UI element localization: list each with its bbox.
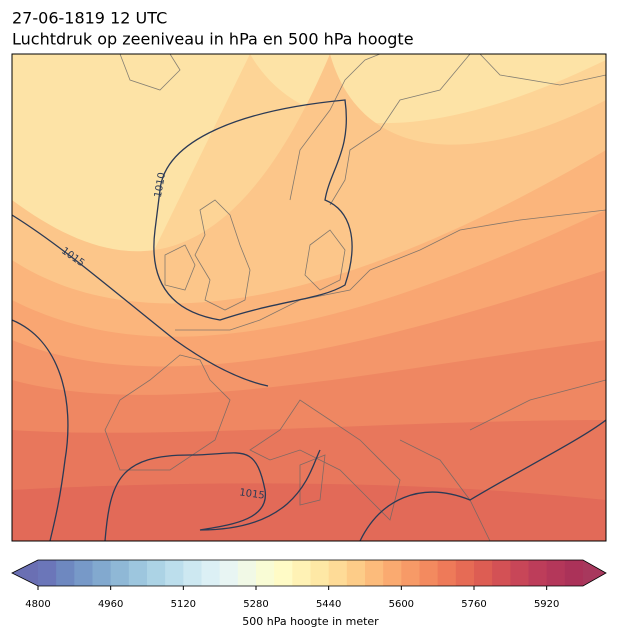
colorbar-swatch	[492, 560, 511, 586]
colorbar-tick-label: 5280	[243, 599, 268, 610]
isobar	[153, 99, 353, 321]
date-title: 27-06-1819 12 UTC	[12, 9, 167, 28]
colorbar-swatch	[401, 560, 420, 586]
colorbar-swatch	[219, 560, 239, 586]
colorbar-swatch	[437, 560, 457, 586]
colorbar-swatch	[183, 560, 202, 586]
colorbar-swatch	[274, 560, 293, 586]
colorbar-label: 500 hPa hoogte in meter	[242, 615, 379, 628]
colorbar-swatch	[528, 560, 548, 586]
isobar	[12, 319, 69, 541]
colorbar-swatch	[292, 560, 311, 586]
colorbar-swatch	[128, 560, 148, 586]
colorbar-swatch	[201, 560, 221, 586]
colorbar-outline	[11, 559, 607, 587]
colorbar-swatch	[564, 560, 584, 586]
colorbar-tick-label: 5600	[389, 599, 414, 610]
colorbar-swatch	[110, 560, 130, 586]
colorbar-tick-label: 5120	[171, 599, 196, 610]
isobar	[104, 419, 606, 541]
colorbar-tick-label: 4800	[25, 599, 50, 610]
isobar-label: 1015	[239, 487, 266, 501]
colorbar-swatch	[455, 560, 475, 586]
colorbar-tick-label: 4960	[98, 599, 123, 610]
colorbar-swatch	[38, 560, 57, 586]
colorbar-swatch	[165, 560, 184, 586]
isobar-label: 1010	[153, 172, 168, 199]
colorbar-tick-label: 5440	[316, 599, 341, 610]
colorbar-swatch	[147, 560, 166, 586]
colorbar-swatch	[510, 560, 529, 586]
map-frame	[11, 53, 607, 542]
colorbar-swatch	[256, 560, 275, 586]
colorbar-swatch	[474, 560, 493, 586]
colorbar-tick-label: 5920	[534, 599, 559, 610]
colorbar-swatch	[74, 560, 93, 586]
colorbar-swatch	[365, 560, 384, 586]
colorbar-under	[12, 560, 38, 586]
colorbar-swatch	[237, 560, 257, 586]
colorbar-swatch	[92, 560, 112, 586]
colorbar-swatch	[310, 560, 330, 586]
map-title: Luchtdruk op zeeniveau in hPa en 500 hPa…	[12, 30, 414, 49]
colorbar-tick-label: 5760	[461, 599, 486, 610]
isobar	[12, 214, 269, 387]
colorbar-swatch	[419, 560, 439, 586]
colorbar-swatch	[328, 560, 348, 586]
colorbar-swatch	[346, 560, 366, 586]
colorbar-swatch	[546, 560, 566, 586]
colorbar-swatch	[56, 560, 75, 586]
colorbar: 4800 4960 5120 5280 5440 5600 5760 5920 500 hPa …	[11, 559, 607, 628]
colorbar-over	[583, 560, 606, 586]
colorbar-swatch	[383, 560, 402, 586]
